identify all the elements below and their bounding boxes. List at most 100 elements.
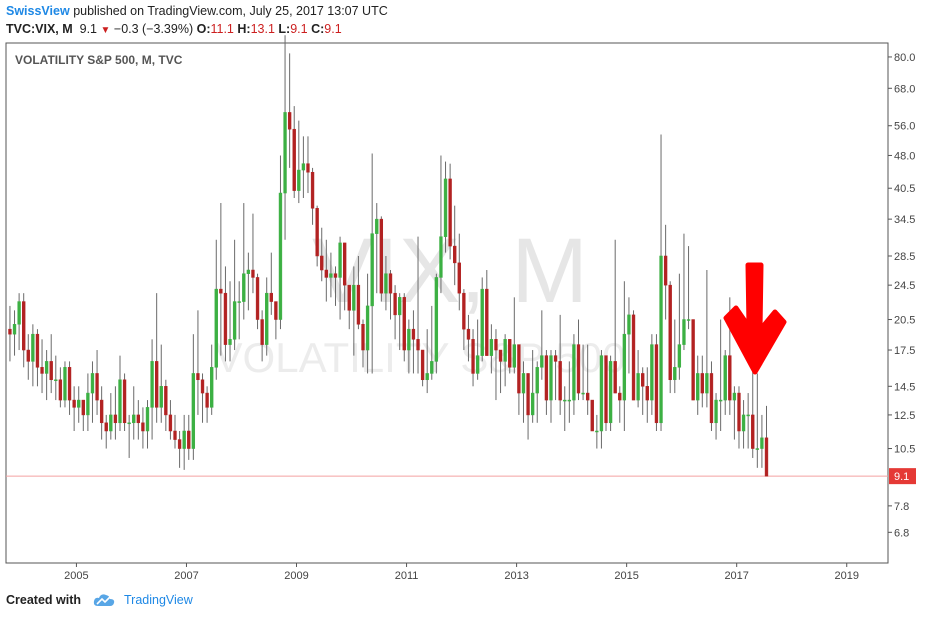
candle-body-up — [746, 414, 750, 417]
candle — [544, 350, 549, 415]
candle-body-up — [677, 344, 682, 368]
candle-body-up — [278, 192, 283, 320]
candle-body-up — [489, 339, 494, 356]
tradingview-link[interactable]: TradingView — [123, 593, 193, 607]
candle-body-down — [517, 344, 521, 394]
candle-body-down — [462, 292, 466, 330]
candle — [379, 216, 384, 302]
y-tick-label: 68.0 — [894, 83, 915, 95]
candle — [439, 155, 443, 294]
candle — [686, 246, 691, 330]
candle-body-up — [443, 178, 448, 237]
candle — [475, 319, 480, 380]
candle — [196, 310, 200, 415]
candle-body-up — [563, 399, 567, 402]
candle — [329, 252, 333, 298]
candle-body-up — [718, 399, 723, 402]
candle — [508, 339, 512, 374]
candle-body-up — [182, 430, 186, 449]
y-tick-label: 56.0 — [894, 121, 915, 133]
candle-body-up — [581, 392, 585, 395]
last-price-tag — [889, 468, 916, 485]
candle-body-down — [485, 288, 489, 356]
candle — [306, 136, 310, 194]
candle — [567, 361, 572, 423]
candle-body-up — [714, 399, 718, 424]
candle — [255, 273, 260, 330]
published-text: published on TradingView.com, July 25, 2… — [73, 4, 388, 18]
candle — [498, 349, 503, 394]
candle — [26, 334, 30, 380]
candle — [645, 367, 649, 423]
candle — [732, 386, 737, 440]
candle-body-up — [338, 242, 342, 278]
candle — [173, 414, 177, 449]
candle-body-down — [663, 255, 668, 286]
candle-body-down — [728, 355, 732, 401]
candle — [402, 293, 406, 362]
candle — [67, 361, 72, 415]
candle — [301, 136, 306, 198]
candle-body-down — [393, 292, 397, 316]
candle-body-down — [544, 355, 549, 401]
x-tick-label: 2005 — [64, 570, 88, 582]
candle — [636, 350, 640, 408]
open-value: 11.1 — [210, 22, 234, 36]
candle — [292, 106, 296, 198]
candle — [127, 414, 131, 458]
candle-body-down — [457, 262, 461, 294]
candle — [595, 414, 599, 449]
candle-body-up — [17, 301, 21, 325]
candle — [448, 163, 452, 260]
candle-body-up — [760, 437, 764, 449]
candle-body-up — [191, 373, 196, 449]
candle-body-up — [31, 333, 35, 362]
candle-body-down — [141, 422, 145, 432]
candle-body-down — [526, 373, 530, 416]
candle — [44, 350, 49, 401]
candle — [553, 350, 558, 401]
y-tick-label: 24.5 — [894, 280, 915, 292]
change-value: −0.3 (−3.39%) — [113, 22, 194, 36]
candle-body-down — [99, 399, 104, 424]
candle-body-down — [416, 339, 420, 351]
candle-body-up — [210, 367, 214, 408]
candle-body-down — [196, 373, 200, 381]
candle — [663, 224, 668, 320]
candle-body-down — [388, 273, 393, 294]
candle — [99, 386, 104, 440]
candle-body-down — [187, 430, 191, 449]
candle-body-up — [503, 339, 507, 362]
candle — [388, 270, 393, 320]
candle-body-up — [301, 163, 306, 171]
candle — [737, 386, 741, 449]
candle — [526, 373, 530, 440]
watermark-name: VOLATILITY S&P 500 — [215, 334, 626, 381]
candle-body-up — [132, 414, 136, 424]
candle — [650, 334, 654, 415]
candle-body-down — [269, 292, 273, 302]
candle — [333, 266, 338, 306]
candle-body-down — [700, 373, 704, 394]
candle — [228, 281, 232, 362]
candle — [558, 314, 562, 415]
candle-body-down — [709, 373, 714, 424]
candle-body-up — [384, 273, 388, 294]
candle — [315, 205, 319, 267]
author-link[interactable]: SwissView — [6, 4, 70, 18]
candle — [86, 373, 90, 432]
candle — [310, 167, 315, 225]
candle — [659, 134, 663, 432]
candle — [599, 350, 604, 449]
candle-body-down — [219, 288, 223, 294]
candle-body-up — [439, 236, 443, 278]
candle-body-down — [8, 328, 12, 335]
candle-body-up — [567, 399, 572, 402]
candle-body-up — [608, 361, 613, 424]
candle-body-up — [540, 355, 544, 368]
candle-body-down — [177, 439, 182, 449]
y-tick-label: 6.8 — [894, 527, 909, 539]
candle-body-down — [49, 361, 53, 381]
candle — [393, 285, 397, 340]
candle — [8, 305, 12, 362]
